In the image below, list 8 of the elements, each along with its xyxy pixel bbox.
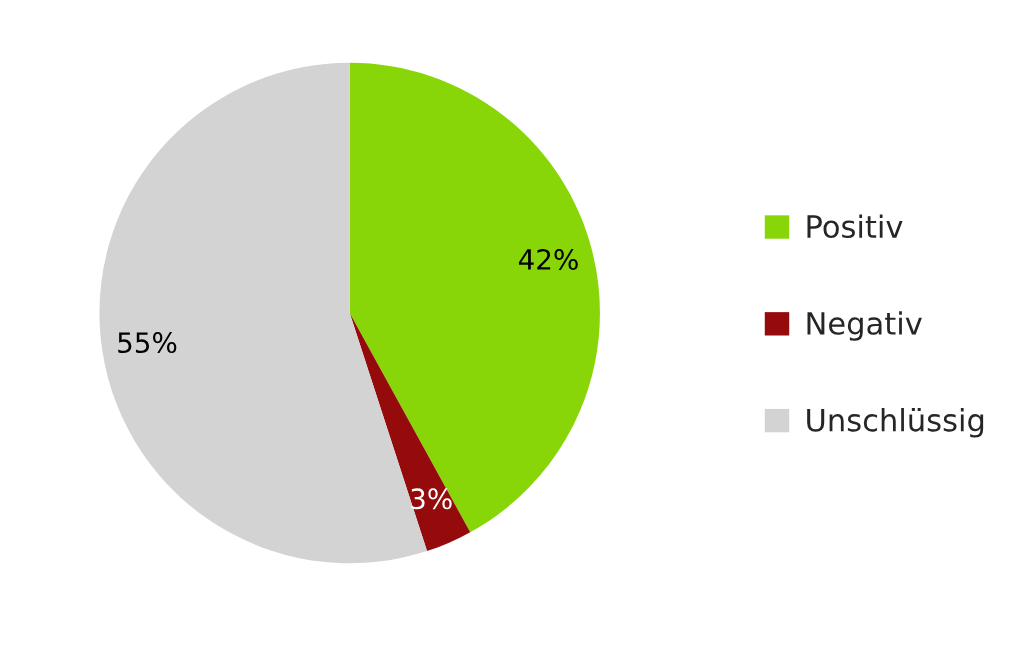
legend-label: Positiv (807, 214, 903, 239)
pie-slice (349, 62, 600, 533)
pie-slice (349, 312, 471, 551)
data-label: 42% (518, 248, 578, 270)
legend-label: Unschlüssig (807, 408, 984, 438)
legend-label: Negativ (807, 311, 922, 341)
data-label: 55% (118, 332, 177, 354)
data-label: 3% (411, 488, 452, 510)
